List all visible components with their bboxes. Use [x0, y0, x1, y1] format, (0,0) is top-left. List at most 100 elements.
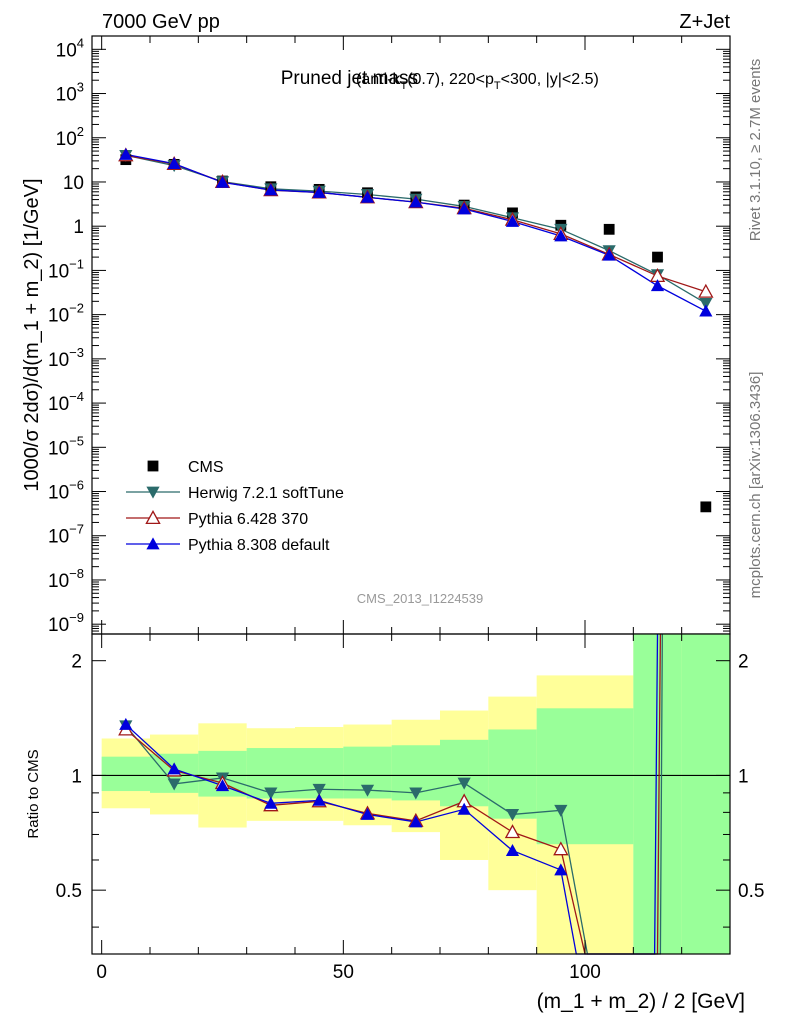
cut-part-2: (0.7), 220<p — [407, 71, 494, 88]
main-point-s3-9 — [554, 229, 568, 242]
tick-base: 10 — [48, 438, 69, 459]
header-right: Z+Jet — [679, 11, 730, 33]
cut-part-3: <300, |y|<2.5) — [501, 71, 599, 88]
ratio-y-tick-label-right: 1 — [738, 766, 749, 787]
main-point-s3-10 — [602, 248, 616, 261]
ratio-band-inner-0 — [101, 756, 150, 792]
tick-exponent: −4 — [69, 389, 84, 404]
cut-sub-1: T — [400, 80, 407, 92]
tick-base: 10 — [56, 40, 77, 61]
ratio-band-inner-10 — [585, 708, 634, 845]
tick-exponent: −3 — [69, 345, 84, 360]
main-y-axis-label: 1000/σ 2dσ)/d(m_1 + m_2) [1/GeV] — [21, 178, 43, 491]
legend-marker-0 — [147, 460, 159, 472]
tick-base: 10 — [48, 483, 69, 504]
ratio-x-axis: 0 50 100 — [96, 634, 731, 983]
ratio-point-s1-9 — [553, 841, 569, 856]
tick-exponent: −5 — [69, 433, 84, 448]
main-y-tick-label: 10−8 — [48, 566, 84, 592]
main-y-tick-label: 102 — [56, 124, 84, 150]
rivet-label: Rivet 3.1.10, ≥ 2.7M events — [747, 59, 764, 242]
legend-marker-1 — [146, 486, 160, 499]
x-tick-label: 50 — [333, 962, 354, 983]
legend-marker-2 — [145, 510, 161, 525]
x-axis-label: (m_1 + m_2) / 2 [GeV] — [537, 990, 745, 1013]
tick-exponent: 4 — [77, 35, 84, 50]
legend-label-2: Pythia 6.428 370 — [188, 511, 308, 528]
tick-exponent: −2 — [69, 301, 84, 316]
main-y-tick-label: 10 — [63, 173, 84, 194]
ratio-plot-area — [92, 633, 730, 955]
main-y-tick-label: 103 — [56, 80, 84, 106]
ratio-y-tick-label: 1 — [71, 766, 82, 787]
ratio-band-inner-9 — [536, 708, 585, 845]
tick-base: 10 — [63, 173, 84, 194]
ratio-y-tick-label: 2 — [71, 652, 82, 673]
main-y-tick-label: 1 — [73, 217, 84, 238]
main-point-s0-12 — [700, 501, 712, 513]
main-point-s3-5 — [360, 190, 375, 203]
ratio-y-axis: 0.5 0.5 1 1 2 2 — [56, 652, 764, 928]
tick-base: 10 — [48, 261, 69, 282]
ratio-y-tick-label-right: 0.5 — [738, 881, 764, 902]
x-tick-label: 0 — [96, 962, 107, 983]
main-y-tick-label: 10−3 — [48, 345, 84, 371]
ratio-point-s2-9 — [554, 863, 568, 876]
ratio-point-s1-8 — [504, 824, 521, 839]
ratio-band-inner-8 — [488, 729, 537, 819]
tick-exponent: 3 — [77, 80, 84, 95]
main-y-tick-label: 104 — [56, 35, 84, 61]
main-point-s0-10 — [603, 223, 615, 235]
legend-label-3: Pythia 8.308 default — [188, 537, 330, 554]
legend: CMS Herwig 7.2.1 softTune Pythia 6.428 370… — [126, 459, 344, 554]
main-point-s0-11 — [652, 251, 663, 263]
main-point-s3-1 — [167, 157, 181, 170]
main-y-tick-label: 10−1 — [48, 256, 84, 282]
tick-exponent: −9 — [69, 610, 84, 625]
ratio-point-s2-7 — [457, 802, 471, 815]
main-y-tick-label: 10−7 — [48, 522, 84, 548]
legend-label-0: CMS — [188, 459, 224, 476]
analysis-label: CMS_2013_I1224539 — [357, 591, 484, 606]
main-y-tick-label: 10−4 — [48, 389, 84, 415]
ratio-point-s2-4 — [312, 793, 326, 806]
tick-base: 1 — [73, 217, 84, 238]
tick-exponent: −7 — [69, 522, 84, 537]
ratio-y-tick-label: 0.5 — [56, 881, 82, 902]
header-left: 7000 GeV pp — [102, 11, 220, 33]
ratio-point-s0-7 — [457, 777, 471, 790]
ratio-point-s0-9 — [554, 804, 568, 817]
ratio-y-tick-label-right: 2 — [738, 652, 749, 673]
ratio-point-s0-8 — [505, 809, 520, 822]
plot-title: Pruned jet mass — [281, 68, 418, 89]
main-point-s3-11 — [650, 279, 665, 292]
ratio-panel: 0.5 0.5 1 1 2 2 0 50 100 Ratio to CMS (m_1 + m_… — [25, 633, 764, 1013]
main-point-s3-3 — [264, 183, 278, 196]
main-y-tick-label: 10−9 — [48, 610, 84, 636]
tick-base: 10 — [48, 615, 69, 636]
main-panel: 10−910−810−710−610−510−410−310−210−11101… — [21, 35, 731, 636]
main-point-s3-8 — [505, 214, 520, 227]
ratio-point-s0-3 — [264, 787, 278, 800]
main-point-s2-12 — [698, 283, 714, 298]
ratio-point-s2-5 — [360, 807, 375, 820]
ratio-point-s0-1 — [167, 778, 181, 791]
cut-part-1: (anti-k — [356, 71, 401, 88]
mcplots-label: mcplots.cern.ch [arXiv:1306.3436] — [747, 372, 764, 599]
main-point-s3-4 — [312, 185, 326, 198]
tick-base: 10 — [48, 306, 69, 327]
main-point-s3-12 — [699, 304, 713, 317]
ratio-point-s0-4 — [312, 783, 326, 796]
cut-sub-2: T — [494, 80, 501, 92]
ratio-point-s2-6 — [409, 815, 423, 828]
tick-base: 10 — [56, 129, 77, 150]
ratio-point-s2-1 — [167, 762, 181, 775]
main-point-s3-6 — [409, 195, 423, 208]
tick-base: 10 — [56, 85, 77, 106]
tick-base: 10 — [48, 394, 69, 415]
tick-exponent: −8 — [69, 566, 84, 581]
plot-title-cuts: (anti-kT(0.7), 220<pT<300, |y|<2.5) — [356, 71, 599, 92]
ratio-band-inner-12 — [681, 634, 730, 954]
main-y-axis: 10−910−810−710−610−510−410−310−210−11101… — [48, 35, 730, 636]
